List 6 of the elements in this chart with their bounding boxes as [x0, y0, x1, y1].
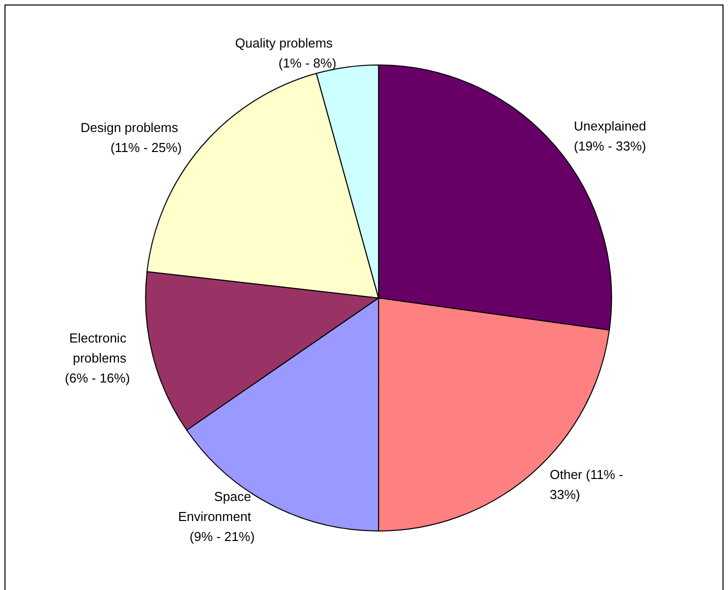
slice-label: Space Environment (9% - 21%): [178, 489, 255, 544]
slice-label: Unexplained (19% - 33%): [574, 118, 650, 154]
slice-label: Electronic problems (6% - 16%): [64, 330, 130, 386]
slice-label: Quality problems (1% - 8%): [235, 36, 336, 71]
slice-label: Design problems (11% - 25%): [80, 120, 182, 156]
slice-label: Other (11% - 33%): [550, 466, 627, 502]
